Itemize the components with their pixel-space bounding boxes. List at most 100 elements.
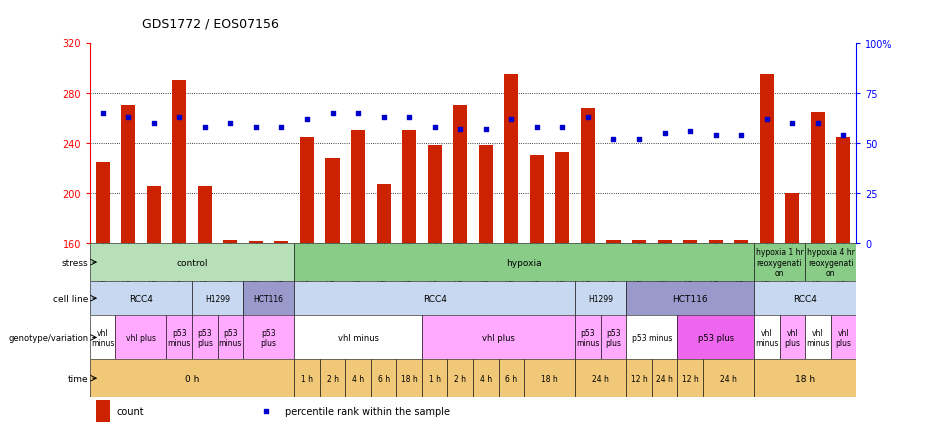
Text: p53
minus: p53 minus [219, 328, 242, 347]
Text: p53 plus: p53 plus [697, 333, 734, 342]
Bar [198, 186, 212, 244]
Bar [657, 240, 672, 244]
Bar [90, 316, 115, 360]
Bar [805, 244, 856, 281]
Bar [754, 244, 805, 281]
Bar [785, 194, 799, 244]
Bar [811, 112, 825, 244]
Bar [677, 316, 754, 360]
Point [733, 132, 748, 139]
Text: count: count [116, 406, 145, 416]
Bar [447, 360, 473, 397]
Text: p53
minus: p53 minus [576, 328, 600, 347]
Bar [703, 360, 754, 397]
Bar [780, 316, 805, 360]
Point [172, 114, 187, 121]
Point [708, 132, 723, 139]
Bar [453, 106, 467, 244]
Bar [325, 158, 340, 244]
Point [376, 114, 391, 121]
Bar [575, 360, 626, 397]
Bar [428, 146, 442, 244]
Text: 4 h: 4 h [480, 374, 492, 383]
Bar [575, 281, 626, 316]
Bar [90, 281, 192, 316]
Bar [626, 360, 652, 397]
Bar [166, 316, 192, 360]
Bar [479, 146, 493, 244]
Bar [836, 137, 850, 244]
Bar [402, 131, 416, 244]
Point [95, 110, 110, 117]
Bar [294, 360, 320, 397]
Text: 1 h: 1 h [429, 374, 441, 383]
Bar [575, 316, 601, 360]
Text: RCC4: RCC4 [423, 294, 447, 303]
Point [197, 124, 212, 131]
Text: HCT116: HCT116 [254, 294, 284, 303]
Bar [243, 316, 294, 360]
Bar [524, 360, 575, 397]
Text: hypoxia 4 hr
reoxygenati
on: hypoxia 4 hr reoxygenati on [807, 248, 854, 277]
Text: vhl
minus: vhl minus [806, 328, 830, 347]
Text: vhl
minus: vhl minus [91, 328, 114, 347]
Point [682, 128, 697, 135]
Point [324, 110, 340, 117]
Bar [581, 108, 595, 244]
Bar [626, 316, 677, 360]
Bar [396, 360, 422, 397]
Bar [377, 185, 391, 244]
Point [428, 124, 443, 131]
Point [503, 116, 518, 123]
Bar [652, 360, 677, 397]
Point [554, 124, 569, 131]
Point [784, 120, 799, 127]
Bar [422, 316, 575, 360]
Point [350, 110, 365, 117]
Bar [504, 75, 518, 244]
Point [248, 124, 263, 131]
Bar [243, 281, 294, 316]
Bar [274, 241, 289, 244]
Text: 24 h: 24 h [592, 374, 609, 383]
Point [121, 114, 136, 121]
Text: hypoxia 1 hr
reoxygenati
on: hypoxia 1 hr reoxygenati on [756, 248, 803, 277]
Bar [601, 316, 626, 360]
Point [580, 114, 596, 121]
Text: 2 h: 2 h [326, 374, 339, 383]
Text: RCC4: RCC4 [129, 294, 153, 303]
Text: p53
plus: p53 plus [605, 328, 622, 347]
Point [605, 136, 621, 143]
Point [452, 126, 467, 133]
Text: p53
plus: p53 plus [197, 328, 213, 347]
Bar [709, 240, 723, 244]
Bar [683, 240, 697, 244]
Point [759, 116, 774, 123]
Bar [90, 360, 294, 397]
Bar [294, 244, 754, 281]
Text: percentile rank within the sample: percentile rank within the sample [286, 406, 450, 416]
Bar [96, 400, 110, 423]
Point [657, 130, 672, 137]
Bar [754, 360, 856, 397]
Bar [473, 360, 499, 397]
Text: 12 h: 12 h [682, 374, 698, 383]
Bar [172, 81, 186, 244]
Bar [249, 241, 263, 244]
Text: control: control [176, 258, 208, 267]
Text: p53 minus: p53 minus [632, 333, 672, 342]
Text: H1299: H1299 [205, 294, 230, 303]
Bar [530, 156, 544, 244]
Text: 2 h: 2 h [454, 374, 466, 383]
Text: hypoxia: hypoxia [506, 258, 542, 267]
Text: cell line: cell line [53, 294, 89, 303]
Bar [218, 316, 243, 360]
Text: vhl
plus: vhl plus [835, 328, 851, 347]
Bar [831, 316, 856, 360]
Point [146, 120, 161, 127]
Text: 18 h: 18 h [541, 374, 558, 383]
Text: vhl
plus: vhl plus [784, 328, 800, 347]
Bar [294, 316, 422, 360]
Bar [96, 162, 110, 244]
Bar [422, 360, 447, 397]
